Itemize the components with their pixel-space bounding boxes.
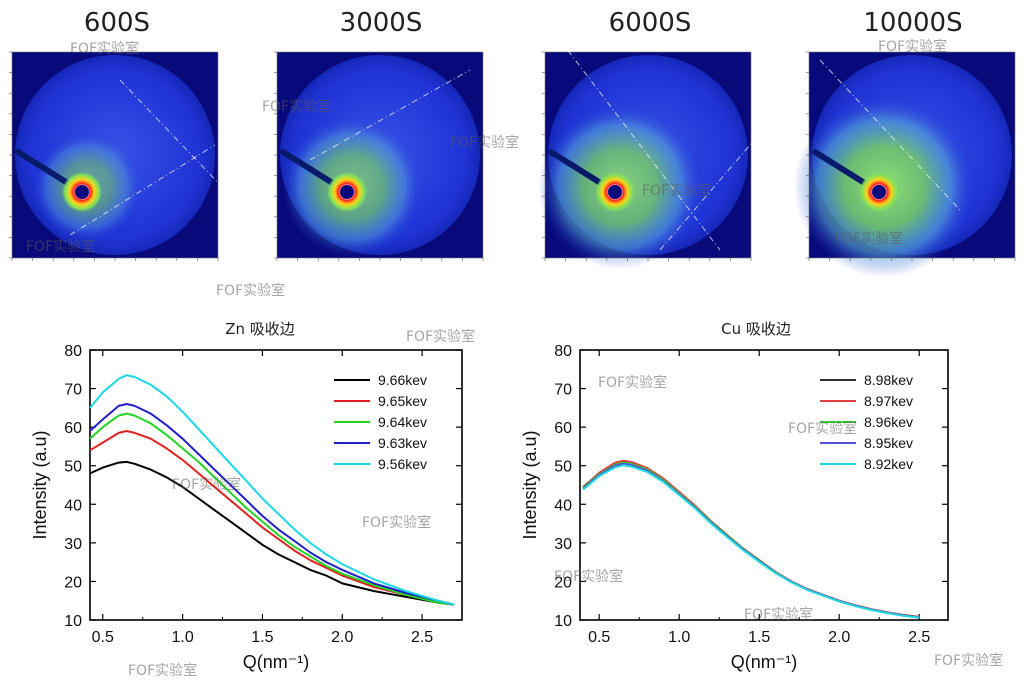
x-tick-label: 1.5 <box>251 629 273 646</box>
y-tick-label: 40 <box>554 497 572 514</box>
x-tick-label: 2.0 <box>828 629 850 646</box>
series-line <box>582 461 920 619</box>
plot-frame <box>89 349 463 621</box>
x-tick-label: 0.5 <box>588 629 610 646</box>
x-axis-label: Q(nm⁻¹) <box>731 652 798 672</box>
x-axis-label: Q(nm⁻¹) <box>243 652 310 672</box>
watermark-line <box>69 144 216 236</box>
legend-label: 8.96kev <box>864 414 913 430</box>
pattern-label-2: 3000S <box>339 8 423 38</box>
legend-label: 8.95kev <box>864 435 913 451</box>
x-tick-label: 0.5 <box>92 629 114 646</box>
x-tick-label: 1.0 <box>668 629 690 646</box>
y-tick-label: 10 <box>554 613 572 630</box>
legend-label: 9.63kev <box>378 435 427 451</box>
beam-hole <box>340 185 354 199</box>
detector-pattern <box>794 51 1016 277</box>
watermark-line <box>819 59 961 211</box>
watermark-line <box>119 79 226 191</box>
y-axis-label: Intensity (a.u) <box>520 430 540 539</box>
y-tick-label: 30 <box>554 536 572 553</box>
series-line <box>582 459 920 618</box>
beam-hole <box>872 185 886 199</box>
legend-label: 8.97kev <box>864 393 913 409</box>
x-tick-label: 1.5 <box>748 629 770 646</box>
series-line <box>89 412 455 606</box>
beam-hole <box>75 185 89 199</box>
y-tick-label: 40 <box>64 497 82 514</box>
y-tick-label: 20 <box>64 574 82 591</box>
y-tick-label: 60 <box>64 420 82 437</box>
y-tick-label: 60 <box>554 420 572 437</box>
legend-label: 8.98kev <box>864 372 913 388</box>
pattern-label-3: 6000S <box>608 8 692 38</box>
x-tick-label: 1.0 <box>171 629 193 646</box>
plot-frame <box>579 349 949 621</box>
watermark-line <box>559 39 721 251</box>
y-tick-label: 10 <box>64 613 82 630</box>
x-tick-label: 2.0 <box>331 629 353 646</box>
legend-label: 9.64kev <box>378 414 427 430</box>
y-tick-label: 50 <box>64 459 82 476</box>
y-tick-label: 70 <box>64 382 82 399</box>
x-tick-label: 2.5 <box>411 629 433 646</box>
series-line <box>89 403 455 606</box>
pattern-label-1: 600S <box>83 8 151 38</box>
legend-label: 9.65kev <box>378 393 427 409</box>
series-line <box>582 460 920 618</box>
pattern-label-4: 10000S <box>863 8 963 38</box>
line-chart: 10 20 30 40 50 60 70 80 0.5 1.0 1.5 2.0 2.5 Q(nm⁻¹) In… <box>30 343 463 672</box>
chart-title-zn: Zn 吸收边 <box>225 320 295 338</box>
y-axis-label: Intensity (a.u) <box>30 430 50 539</box>
y-tick-label: 80 <box>64 343 82 360</box>
legend-label: 8.92kev <box>864 456 913 472</box>
y-tick-label: 50 <box>554 459 572 476</box>
x-tick-label: 2.5 <box>908 629 930 646</box>
y-tick-label: 70 <box>554 382 572 399</box>
series-line <box>89 374 455 606</box>
detector-pattern <box>274 51 484 261</box>
legend-label: 9.66kev <box>378 372 427 388</box>
watermark-line <box>659 109 781 251</box>
series-line <box>582 464 920 619</box>
chart-title-cu: Cu 吸收边 <box>721 320 791 338</box>
y-tick-label: 80 <box>554 343 572 360</box>
watermark-line <box>309 69 471 161</box>
line-chart: 10 20 30 40 50 60 70 80 0.5 1.0 1.5 2.0 2.5 Q(nm⁻¹) In… <box>520 343 949 672</box>
beam-hole <box>608 185 622 199</box>
series-line <box>89 430 455 606</box>
y-tick-label: 30 <box>64 536 82 553</box>
series-line <box>582 462 920 619</box>
y-tick-label: 20 <box>554 574 572 591</box>
series-line <box>89 460 455 606</box>
detector-pattern <box>537 51 752 270</box>
legend-label: 9.56kev <box>378 456 427 472</box>
detector-pattern <box>9 51 219 261</box>
